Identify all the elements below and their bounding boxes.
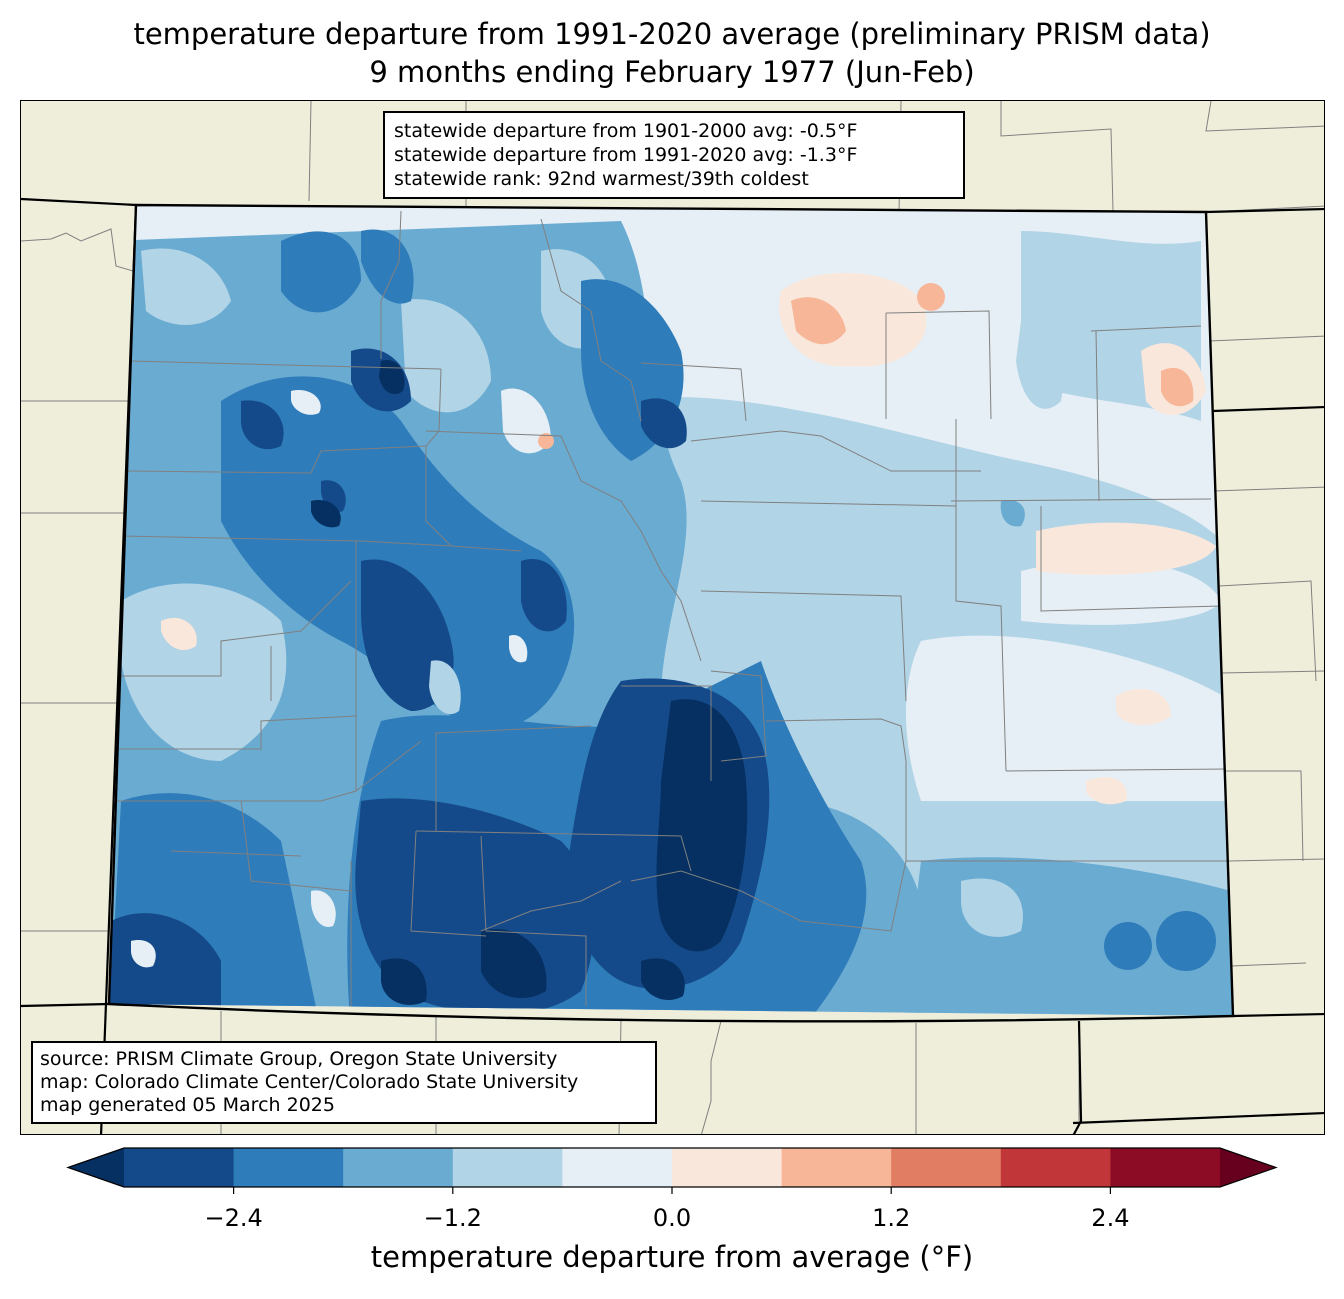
stats-line-1991-2020: statewide departure from 1991-2020 avg: … [394, 144, 858, 166]
colorbar-segment [452, 1148, 563, 1187]
colorbar-extend-high [1220, 1148, 1276, 1187]
generated-date-line: map generated 05 March 2025 [40, 1094, 335, 1116]
colorado-county-lines [111, 210, 1233, 1016]
colorbar-segment [562, 1148, 673, 1187]
colorbar-segment [233, 1148, 344, 1187]
colorbar-segment [781, 1148, 892, 1187]
colorbar-segment [124, 1148, 235, 1187]
colorbar-tick-marks [233, 1187, 1112, 1194]
stats-line-rank: statewide rank: 92nd warmest/39th coldes… [394, 168, 809, 190]
colorbar-segment [891, 1148, 1002, 1187]
colorbar-extend-low [68, 1148, 124, 1187]
source-line: source: PRISM Climate Group, Oregon Stat… [40, 1048, 558, 1070]
colorbar-tick-label: −1.2 [423, 1204, 482, 1232]
statewide-stats-box: statewide departure from 1901-2000 avg: … [383, 111, 965, 199]
colorbar-segment [1110, 1148, 1221, 1187]
colorbar-segment [343, 1148, 454, 1187]
map-panel [20, 100, 1325, 1135]
map-title: temperature departure from 1991-2020 ave… [133, 17, 1211, 51]
colorbar [66, 1147, 1278, 1194]
map-credit-line: map: Colorado Climate Center/Colorado St… [40, 1071, 579, 1093]
colorbar-label: temperature departure from average (°F) [370, 1240, 974, 1274]
colorado-state-border [107, 203, 1235, 1023]
colorbar-segment [672, 1148, 783, 1187]
colorbar-segment [1000, 1148, 1111, 1187]
source-credit-box: source: PRISM Climate Group, Oregon Stat… [31, 1041, 657, 1124]
colorbar-outline [66, 1147, 1278, 1188]
colorado-map [21, 101, 1324, 1134]
colorbar-tick-label: −2.4 [204, 1204, 263, 1232]
colorbar-tick-label: 2.4 [1091, 1204, 1130, 1232]
colorbar-segments [66, 1147, 1278, 1188]
stats-line-1901-2000: statewide departure from 1901-2000 avg: … [394, 120, 858, 142]
map-subtitle: 9 months ending February 1977 (Jun-Feb) [369, 55, 975, 89]
temperature-field [109, 205, 1233, 1016]
colorbar-tick-label: 0.0 [652, 1204, 692, 1232]
colorbar-tick-label: 1.2 [872, 1204, 911, 1232]
